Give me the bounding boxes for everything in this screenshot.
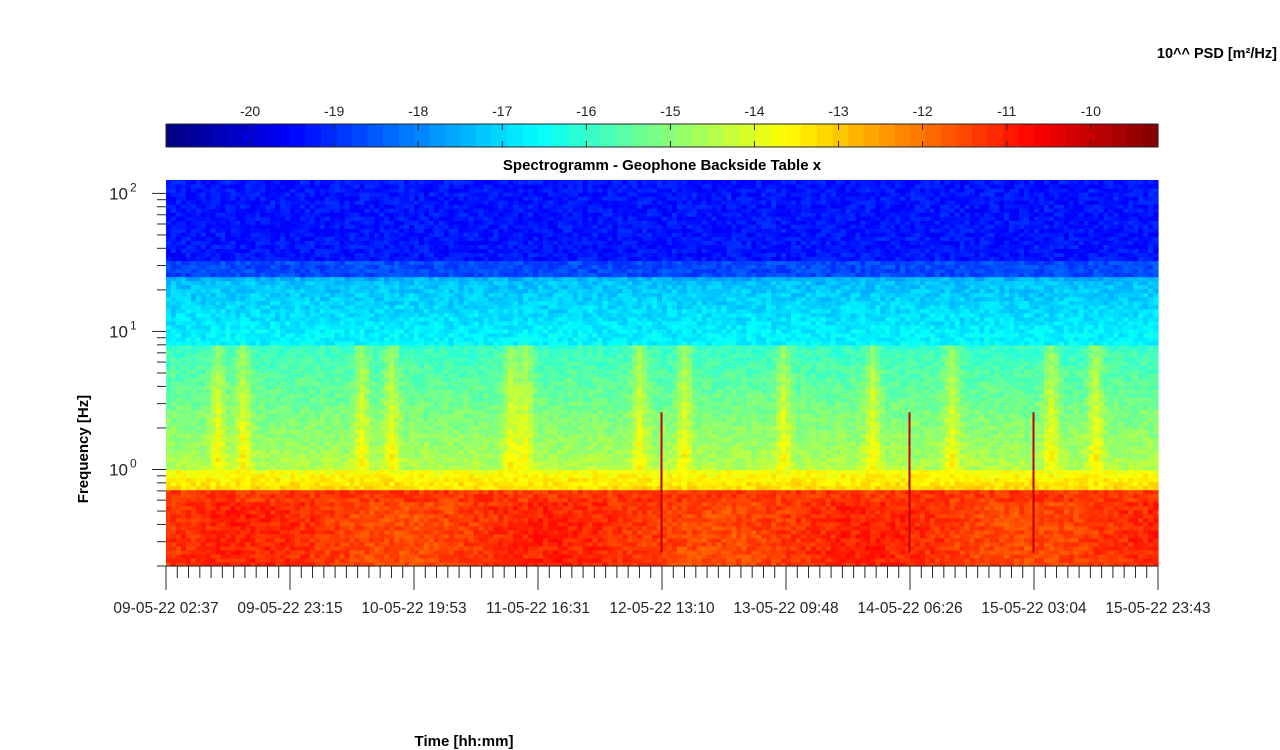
x-tick-label: 14-05-22 06:26 <box>857 600 962 617</box>
x-tick-label: 15-05-22 03:04 <box>981 600 1087 617</box>
y-tick-label: 10 <box>109 184 128 203</box>
colorbar-label: 10^^ PSD [m²/Hz] <box>1157 46 1277 62</box>
colorbar-tick-label: -20 <box>240 103 260 119</box>
x-tick-label: 09-05-22 02:37 <box>113 600 218 617</box>
colorbar-tick-label: -11 <box>997 103 1016 119</box>
x-axis-label: Time [hh:mm] <box>415 733 514 750</box>
y-axis-label: Frequency [Hz] <box>75 395 92 503</box>
x-tick-label: 11-05-22 16:31 <box>486 600 590 617</box>
y-tick-exponent: 2 <box>130 180 137 194</box>
colorbar-tick-label: -10 <box>1081 103 1101 119</box>
colorbar-tick-label: -17 <box>492 103 512 119</box>
colorbar-tick-label: -18 <box>408 103 428 119</box>
y-tick-exponent: 0 <box>130 457 137 471</box>
y-tick-label: 10 <box>109 322 128 341</box>
x-tick-label: 13-05-22 09:48 <box>733 600 838 617</box>
colorbar-tick-labels: -20 -19 -18 -17 -16 -15 -14 -13 -12 -11 -10 <box>240 103 1101 119</box>
colorbar-tick-label: -14 <box>744 103 764 119</box>
x-axis: 09-05-22 02:37 09-05-22 23:15 10-05-22 19:… <box>113 566 1210 617</box>
colorbar-tick-label: -12 <box>912 103 932 119</box>
x-tick-label: 12-05-22 13:10 <box>609 600 715 617</box>
x-tick-label: 09-05-22 23:15 <box>237 600 342 617</box>
x-tick-label: 10-05-22 19:53 <box>361 600 466 617</box>
colorbar-tick-label: -16 <box>576 103 596 119</box>
colorbar-tick-label: -19 <box>324 103 344 119</box>
colorbar <box>166 124 1159 147</box>
colorbar-tick-label: -13 <box>828 103 848 119</box>
y-tick-label: 10 <box>109 461 128 480</box>
x-tick-label: 15-05-22 23:43 <box>1105 600 1210 617</box>
chart-title: Spectrogramm - Geophone Backside Table x <box>503 157 822 174</box>
colorbar-tick-label: -15 <box>660 103 680 119</box>
y-tick-exponent: 1 <box>130 318 137 332</box>
